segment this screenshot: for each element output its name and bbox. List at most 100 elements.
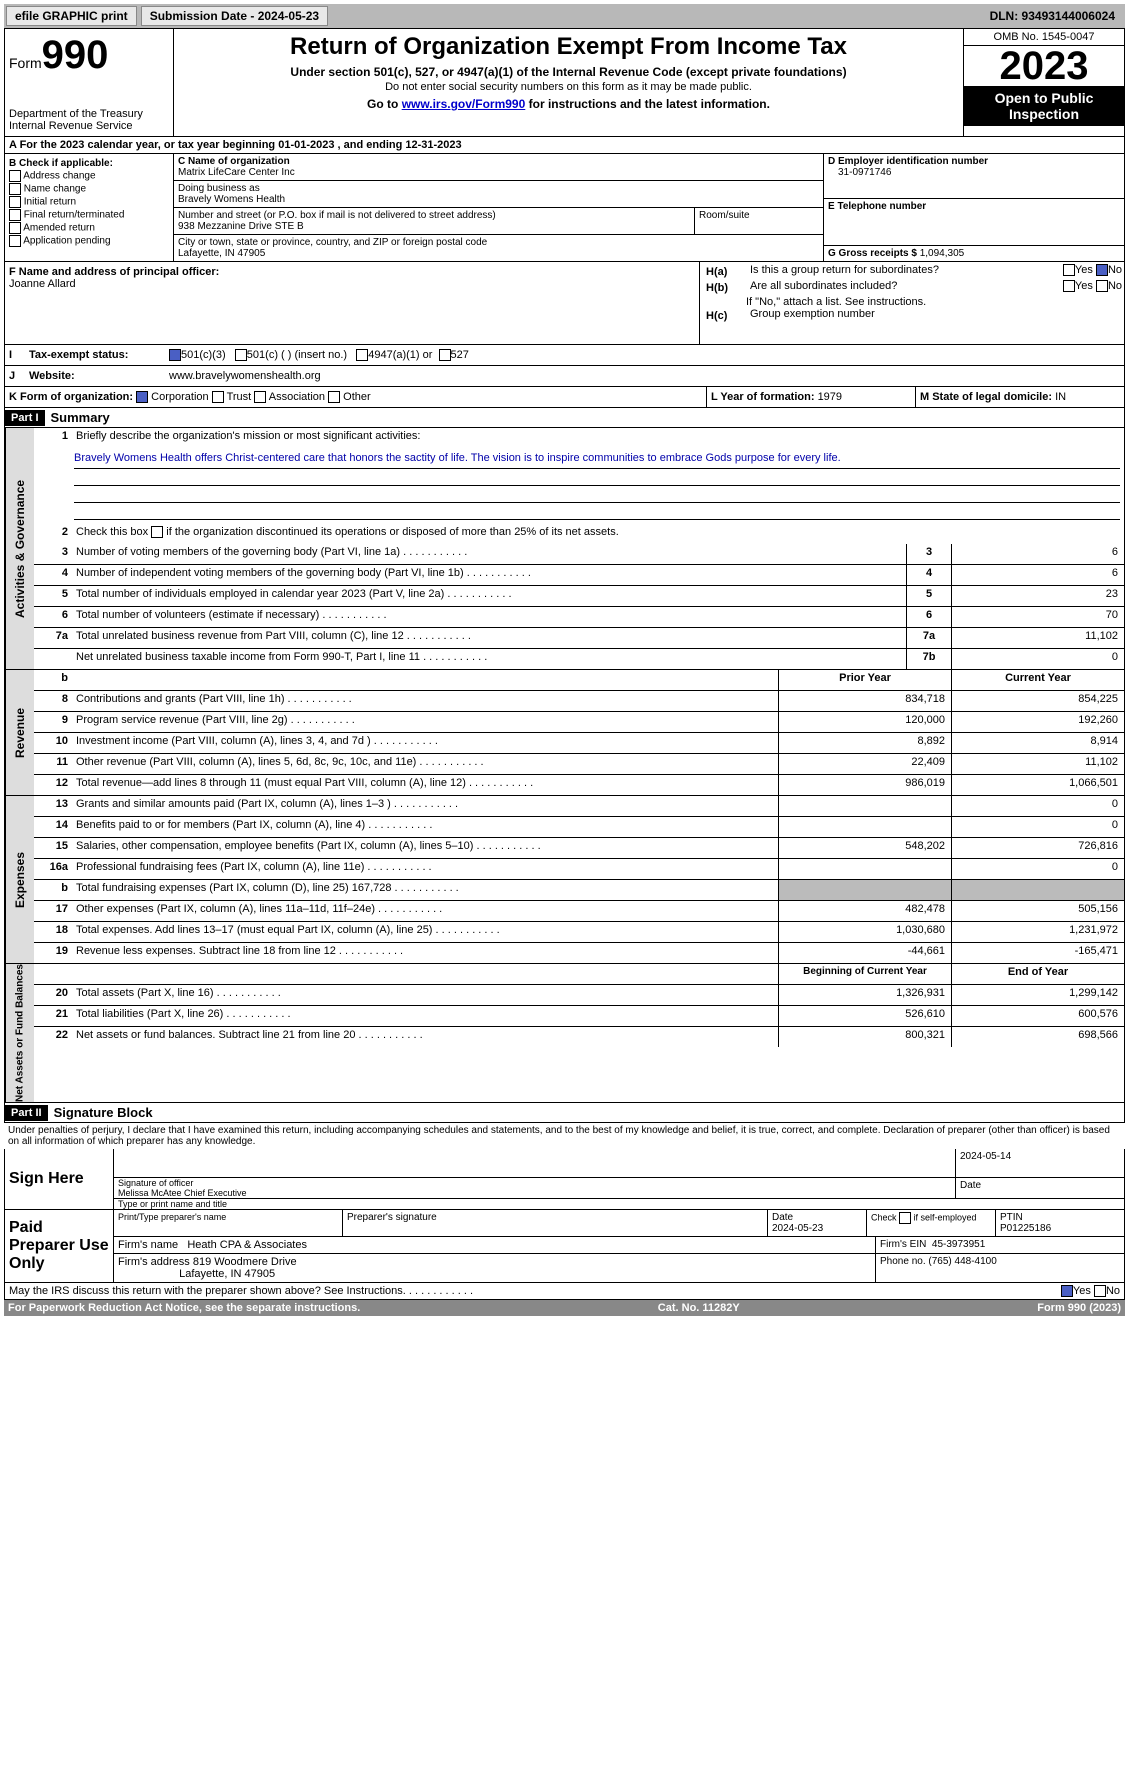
topbar: efile GRAPHIC print Submission Date - 20… — [4, 4, 1125, 28]
table-row: 6Total number of volunteers (estimate if… — [34, 607, 1124, 628]
assoc-checkbox[interactable] — [254, 391, 266, 403]
firm-ein: 45-3973951 — [932, 1239, 985, 1250]
prep-date: 2024-05-23 — [772, 1223, 823, 1234]
submission-date-button[interactable]: Submission Date - 2024-05-23 — [141, 6, 328, 26]
table-row: 18Total expenses. Add lines 13–17 (must … — [34, 922, 1124, 943]
section-b: B Check if applicable: Address change Na… — [4, 154, 1125, 262]
part2-header: Part II — [5, 1105, 48, 1121]
mission-text: Bravely Womens Health offers Christ-cent… — [74, 452, 1120, 469]
type-name-label: Type or print name and title — [114, 1199, 1124, 1209]
discuss-yes-checkbox[interactable] — [1061, 1285, 1073, 1297]
side-net-assets: Net Assets or Fund Balances — [5, 964, 34, 1102]
form-title: Return of Organization Exempt From Incom… — [178, 33, 959, 61]
self-employed-checkbox[interactable] — [899, 1212, 911, 1224]
sig-date: 2024-05-14 — [960, 1151, 1011, 1162]
table-row: 13Grants and similar amounts paid (Part … — [34, 796, 1124, 817]
527-checkbox[interactable] — [439, 349, 451, 361]
room-label: Room/suite — [699, 210, 750, 221]
efile-print-button[interactable]: efile GRAPHIC print — [6, 6, 137, 26]
dba-label: Doing business as — [178, 183, 260, 194]
sig-officer-label: Signature of officer — [118, 1178, 193, 1188]
ptin-label: PTIN — [1000, 1212, 1023, 1223]
irs-link[interactable]: www.irs.gov/Form990 — [402, 97, 526, 111]
final-return-checkbox[interactable] — [9, 209, 21, 221]
form-header: Form990 Department of the Treasury Inter… — [4, 28, 1125, 137]
g-label: G Gross receipts $ — [828, 248, 920, 259]
side-expenses: Expenses — [5, 796, 34, 963]
d-label: D Employer identification number — [828, 156, 988, 167]
501c-checkbox[interactable] — [235, 349, 247, 361]
end-year-header: End of Year — [951, 964, 1124, 984]
discuss-no-checkbox[interactable] — [1094, 1285, 1106, 1297]
ha-no-checkbox[interactable] — [1096, 264, 1108, 276]
table-row: 20Total assets (Part X, line 16)1,326,93… — [34, 985, 1124, 1006]
table-row: 11Other revenue (Part VIII, column (A), … — [34, 754, 1124, 775]
form-subtitle: Under section 501(c), 527, or 4947(a)(1)… — [178, 65, 959, 79]
signature-block: Sign Here 2024-05-14 Signature of office… — [4, 1149, 1125, 1300]
date-label: Date — [960, 1180, 981, 1191]
firm-name-label: Firm's name — [118, 1239, 178, 1251]
prior-year-header: Prior Year — [778, 670, 951, 690]
sign-here-label: Sign Here — [5, 1149, 114, 1209]
other-checkbox[interactable] — [328, 391, 340, 403]
4947-checkbox[interactable] — [356, 349, 368, 361]
department-label: Department of the Treasury Internal Reve… — [9, 108, 169, 132]
paperwork-notice: For Paperwork Reduction Act Notice, see … — [8, 1302, 360, 1314]
trust-checkbox[interactable] — [212, 391, 224, 403]
firm-ein-label: Firm's EIN — [880, 1239, 926, 1250]
tax-year: 2023 — [964, 46, 1124, 86]
dln-label: DLN: 93493144006024 — [982, 7, 1123, 25]
hb-no-checkbox[interactable] — [1096, 280, 1108, 292]
officer-name: Joanne Allard — [9, 278, 695, 290]
name-change-checkbox[interactable] — [9, 183, 21, 195]
form-label: Form — [9, 55, 42, 71]
amended-return-checkbox[interactable] — [9, 222, 21, 234]
hb-note: If "No," attach a list. See instructions… — [702, 296, 1122, 308]
line1-label: Briefly describe the organization's miss… — [74, 428, 1124, 448]
city-value: Lafayette, IN 47905 — [178, 248, 265, 259]
table-row: bTotal fundraising expenses (Part IX, co… — [34, 880, 1124, 901]
f-label: F Name and address of principal officer: — [9, 266, 695, 278]
phone-label: Phone no. — [880, 1256, 926, 1267]
part1-title: Summary — [45, 408, 116, 427]
dba-name: Bravely Womens Health — [178, 194, 285, 205]
prep-sig-label: Preparer's signature — [342, 1210, 767, 1236]
discontinued-checkbox[interactable] — [151, 526, 163, 538]
part2-title: Signature Block — [48, 1103, 159, 1122]
row-j: J Website: www.bravelywomenshealth.org — [4, 366, 1125, 387]
ha-yes-checkbox[interactable] — [1063, 264, 1075, 276]
firm-addr: 819 Woodmere Drive — [193, 1256, 297, 1268]
website-value: www.bravelywomenshealth.org — [169, 370, 321, 382]
form-footer: Form 990 (2023) — [1037, 1302, 1121, 1314]
hb-label: H(b) — [702, 280, 750, 296]
current-year-header: Current Year — [951, 670, 1124, 690]
goto-line: Go to www.irs.gov/Form990 for instructio… — [178, 97, 959, 111]
table-row: 15Salaries, other compensation, employee… — [34, 838, 1124, 859]
side-governance: Activities & Governance — [5, 428, 34, 669]
open-public-badge: Open to Public Inspection — [964, 86, 1124, 126]
table-row: 22Net assets or fund balances. Subtract … — [34, 1027, 1124, 1047]
hb-yes-checkbox[interactable] — [1063, 280, 1075, 292]
city-label: City or town, state or province, country… — [178, 237, 487, 248]
initial-return-checkbox[interactable] — [9, 196, 21, 208]
c-label: C Name of organization — [178, 156, 290, 167]
gross-receipts: 1,094,305 — [920, 248, 965, 259]
table-row: 16aProfessional fundraising fees (Part I… — [34, 859, 1124, 880]
ptin-value: P01225186 — [1000, 1223, 1051, 1234]
table-row: 21Total liabilities (Part X, line 26)526… — [34, 1006, 1124, 1027]
table-row: 17Other expenses (Part IX, column (A), l… — [34, 901, 1124, 922]
k-label: K Form of organization: — [9, 391, 133, 403]
b-label: B Check if applicable: — [9, 158, 169, 169]
application-pending-checkbox[interactable] — [9, 235, 21, 247]
address-change-checkbox[interactable] — [9, 170, 21, 182]
m-label: M State of legal domicile: — [920, 391, 1055, 403]
501c3-checkbox[interactable] — [169, 349, 181, 361]
side-revenue: Revenue — [5, 670, 34, 795]
prep-name-label: Print/Type preparer's name — [114, 1210, 342, 1236]
street-label: Number and street (or P.O. box if mail i… — [178, 210, 496, 221]
part1-header: Part I — [5, 410, 45, 426]
cat-number: Cat. No. 11282Y — [658, 1302, 740, 1314]
corp-checkbox[interactable] — [136, 391, 148, 403]
form-number: 990 — [42, 33, 109, 77]
table-row: 3Number of voting members of the governi… — [34, 544, 1124, 565]
